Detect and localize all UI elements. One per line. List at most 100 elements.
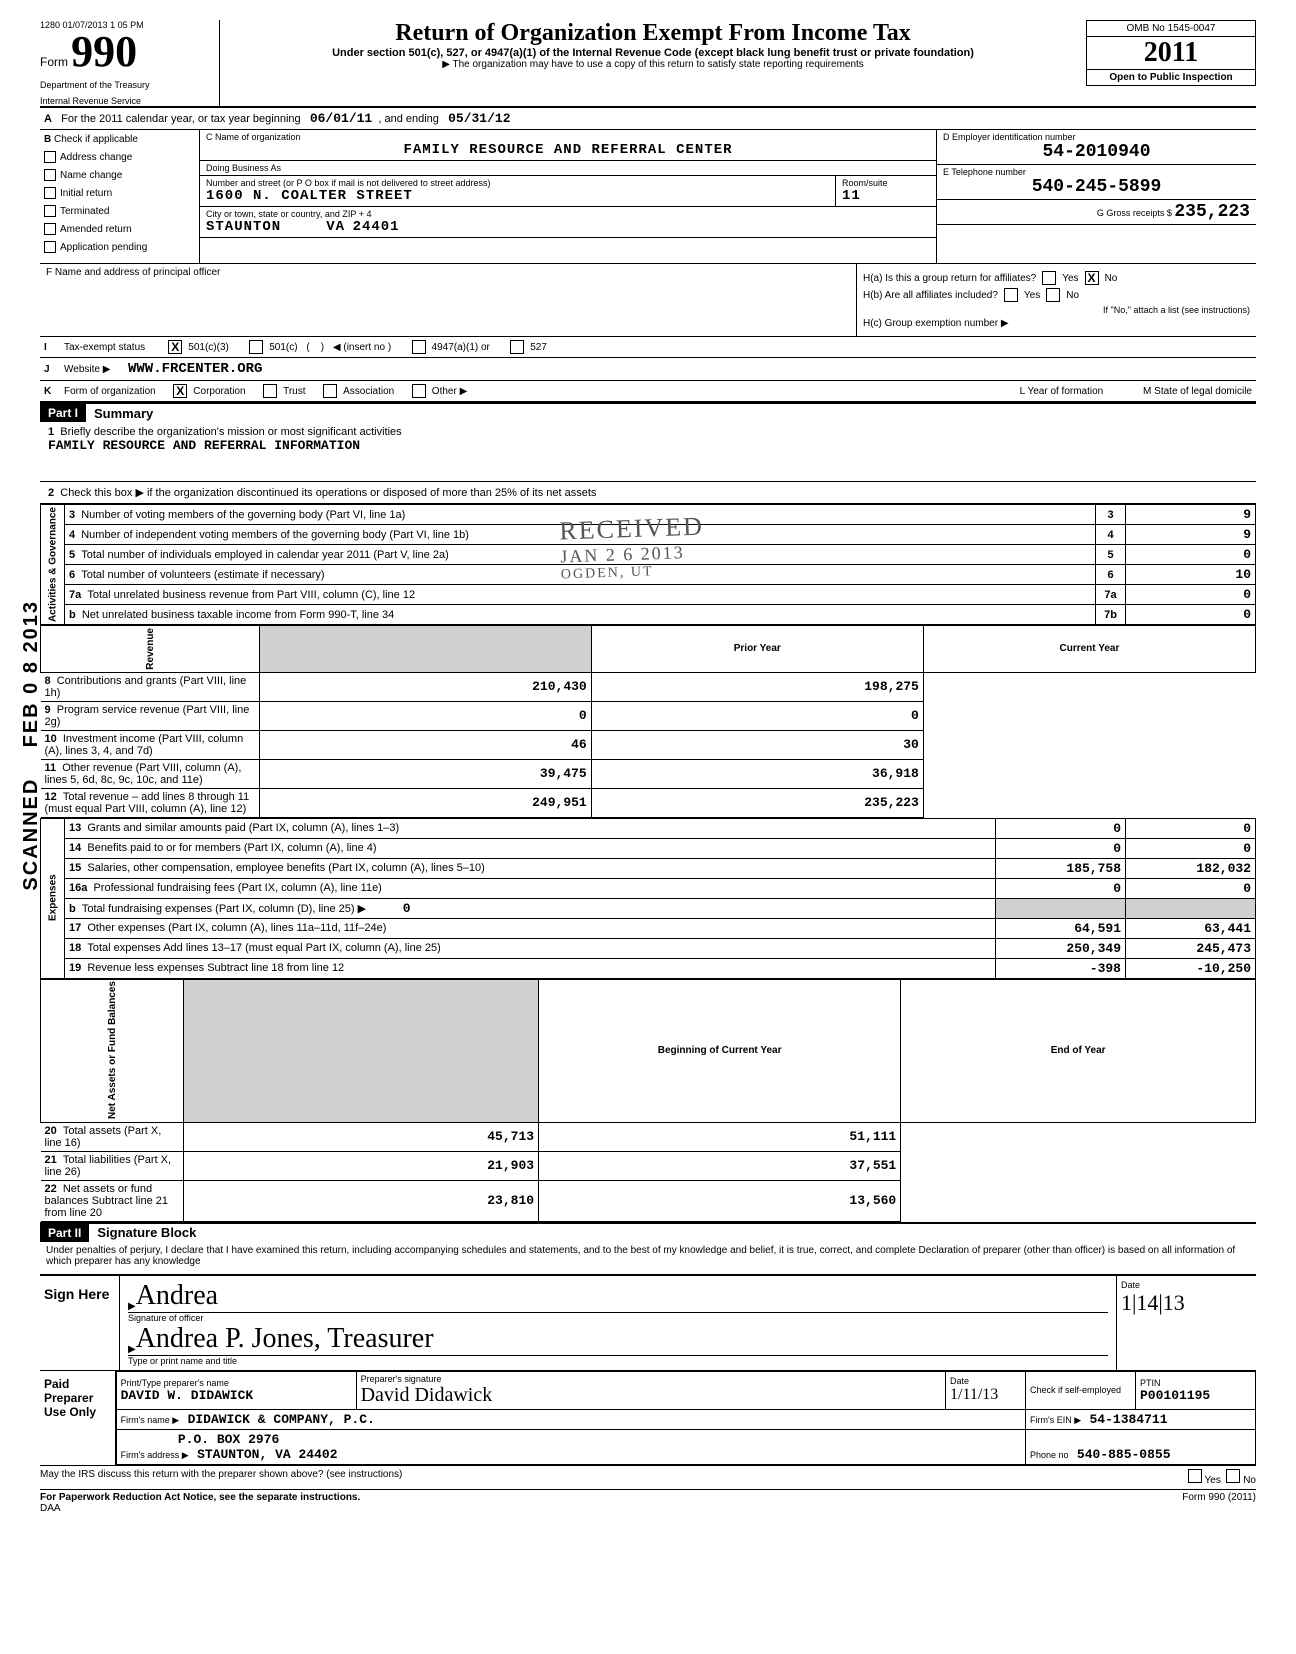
part-i-label: Part I (40, 404, 86, 422)
line-1: 1 Briefly describe the organization's mi… (40, 422, 1256, 482)
sign-date-value: 1|14|13 (1121, 1290, 1252, 1316)
hb-no-box[interactable] (1046, 288, 1060, 302)
suite-label: Room/suite (842, 178, 888, 188)
table-row: 4 Number of independent voting members o… (41, 525, 1256, 545)
table-row: 5 Total number of individuals employed i… (41, 545, 1256, 565)
assoc-box[interactable] (323, 384, 337, 398)
page-footer: For Paperwork Reduction Act Notice, see … (40, 1490, 1256, 1514)
form-990-footer: Form 990 (2011) (1182, 1492, 1256, 1514)
period-end: 05/31/12 (448, 111, 510, 126)
preparer-date: 1/11/13 (950, 1386, 1021, 1404)
ptin-value: P00101195 (1140, 1388, 1251, 1403)
state-value: VA (326, 219, 345, 235)
org-name: FAMILY RESOURCE AND REFERRAL CENTER (206, 142, 930, 158)
4947-box[interactable] (412, 340, 426, 354)
table-row: 8 Contributions and grants (Part VIII, l… (41, 672, 1256, 701)
chk-initial-return[interactable]: Initial return (44, 187, 195, 199)
table-row: 16a Professional fundraising fees (Part … (41, 878, 1256, 898)
omb-number: OMB No 1545-0047 (1087, 21, 1255, 37)
table-row: 6 Total number of volunteers (estimate i… (41, 565, 1256, 585)
ha-yes-box[interactable] (1042, 271, 1056, 285)
city-label: City or town, state or country, and ZIP … (206, 209, 372, 219)
table-row: 11 Other revenue (Part VIII, column (A),… (41, 759, 1256, 788)
part-i-header: Part I Summary (40, 402, 1256, 422)
mission-text: FAMILY RESOURCE AND REFERRAL INFORMATION (48, 438, 360, 453)
phone-value: 540-245-5899 (943, 177, 1250, 197)
table-row: 22 Net assets or fund balances Subtract … (41, 1180, 1256, 1221)
street-value: 1600 N. COALTER STREET (206, 188, 413, 204)
h-block: H(a) Is this a group return for affiliat… (856, 264, 1256, 336)
g-label: G Gross receipts $ (1097, 208, 1172, 218)
f-label: F Name and address of principal officer (46, 267, 220, 278)
m-label: M State of legal domicile (1143, 386, 1252, 397)
part-ii-label: Part II (40, 1224, 89, 1242)
dept-treasury: Department of the Treasury (40, 80, 211, 90)
e-label: E Telephone number (943, 167, 1026, 177)
begin-year-header: Beginning of Current Year (539, 979, 901, 1122)
tax-year: 2011 (1087, 37, 1255, 70)
discuss-yes-box[interactable] (1188, 1469, 1202, 1483)
gross-receipts: 235,223 (1174, 202, 1250, 222)
part-i-title: Summary (86, 406, 153, 421)
dept-irs: Internal Revenue Service (40, 96, 211, 106)
form-word: Form (40, 55, 68, 69)
suite-value: 11 (842, 188, 861, 204)
net-section-label: Net Assets or Fund Balances (41, 979, 184, 1122)
section-fh: F Name and address of principal officer … (40, 264, 1256, 337)
section-bcde: B Check if applicable Address change Nam… (40, 130, 1256, 264)
table-row: Activities & Governance 3 Number of voti… (41, 505, 1256, 525)
table-row: 14 Benefits paid to or for members (Part… (41, 838, 1256, 858)
city-value: STAUNTON (206, 219, 281, 235)
check-column: B Check if applicable Address change Nam… (40, 130, 200, 263)
part-ii-header: Part II Signature Block (40, 1222, 1256, 1242)
discuss-no-box[interactable] (1226, 1469, 1240, 1483)
chk-pending[interactable]: Application pending (44, 241, 195, 253)
discuss-row: May the IRS discuss this return with the… (40, 1466, 1256, 1490)
d-label: D Employer identification number (943, 132, 1076, 142)
form-title: Return of Organization Exempt From Incom… (230, 20, 1076, 47)
firm-phone: 540-885-0855 (1077, 1447, 1171, 1462)
501c-box[interactable] (249, 340, 263, 354)
table-row: 7a Total unrelated business revenue from… (41, 585, 1256, 605)
table-row: 17 Other expenses (Part IX, column (A), … (41, 918, 1256, 938)
c-label: C Name of organization (206, 132, 301, 142)
table-row: 9 Program service revenue (Part VIII, li… (41, 701, 1256, 730)
check-applicable: Check if applicable (54, 134, 138, 145)
typed-label: Type or print name and title (128, 1356, 1108, 1366)
omb-box: OMB No 1545-0047 2011 Open to Public Ins… (1086, 20, 1256, 86)
scanned-date: FEB 0 8 2013 (20, 600, 42, 747)
expenses-table: Expenses 13 Grants and similar amounts p… (40, 818, 1256, 979)
chk-name-change[interactable]: Name change (44, 169, 195, 181)
table-row: 12 Total revenue – add lines 8 through 1… (41, 788, 1256, 817)
table-row: Expenses 13 Grants and similar amounts p… (41, 818, 1256, 838)
rev-section-label: Revenue (41, 626, 260, 673)
other-box[interactable] (412, 384, 426, 398)
form-subtitle: Under section 501(c), 527, or 4947(a)(1)… (230, 47, 1076, 59)
form-id-block: 1280 01/07/2013 1 05 PM Form 990 Departm… (40, 20, 220, 106)
sign-here-label: Sign Here (40, 1276, 120, 1370)
preparer-label: Paid Preparer Use Only (40, 1371, 116, 1465)
corp-box[interactable]: X (173, 384, 187, 398)
form-note: ▶ The organization may have to use a cop… (230, 59, 1076, 70)
preparer-block: Paid Preparer Use Only Print/Type prepar… (40, 1371, 1256, 1466)
501c3-box[interactable]: X (168, 340, 182, 354)
row-i: I Tax-exempt status X 501(c)(3) 501(c) (… (40, 337, 1256, 358)
trust-box[interactable] (263, 384, 277, 398)
chk-terminated[interactable]: Terminated (44, 205, 195, 217)
net-assets-table: Net Assets or Fund Balances Beginning of… (40, 979, 1256, 1222)
527-box[interactable] (510, 340, 524, 354)
table-row: 18 Total expenses Add lines 13–17 (must … (41, 938, 1256, 958)
firm-addr1: P.O. BOX 2976 (178, 1432, 279, 1447)
line-2: 2 Check this box ▶ if the organization d… (40, 482, 1256, 504)
row-a-mid: , and ending (378, 113, 439, 125)
ha-no-box[interactable]: X (1085, 271, 1099, 285)
governance-table: Activities & Governance 3 Number of voti… (40, 504, 1256, 625)
table-row: 10 Investment income (Part VIII, column … (41, 730, 1256, 759)
revenue-header: Revenue Prior Year Current Year 8 Contri… (40, 625, 1256, 818)
l-label: L Year of formation (1020, 386, 1104, 397)
chk-address-change[interactable]: Address change (44, 151, 195, 163)
street-label: Number and street (or P O box if mail is… (206, 178, 490, 188)
row-a: A For the 2011 calendar year, or tax yea… (40, 106, 1256, 130)
chk-amended[interactable]: Amended return (44, 223, 195, 235)
hb-yes-box[interactable] (1004, 288, 1018, 302)
